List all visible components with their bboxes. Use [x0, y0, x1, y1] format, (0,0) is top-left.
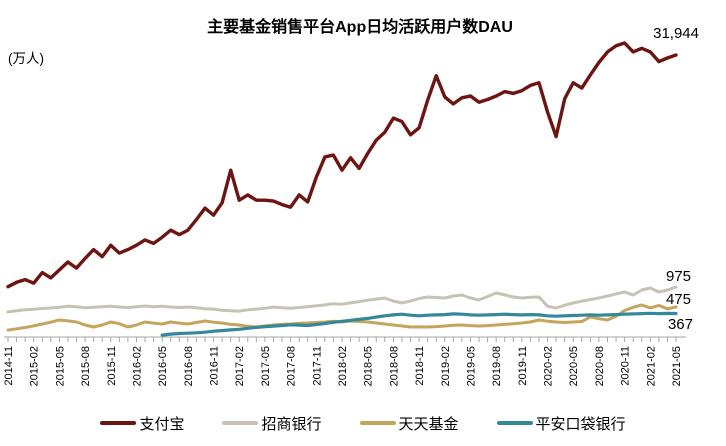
legend-label-cmb: 招商银行: [261, 415, 322, 433]
legend-line-swatch-cmb: [222, 421, 259, 425]
legend-item-ttfund: 天天基金: [359, 413, 459, 434]
x-tick-label: 2018-11: [414, 346, 426, 386]
x-tick-label: 2015-11: [106, 346, 118, 386]
legend-item-pingan: 平安口袋银行: [496, 413, 626, 434]
legend-line-swatch-alipay: [100, 421, 137, 425]
series-line-alipay: [6, 41, 678, 289]
legend-item-cmb: 招商银行: [222, 413, 322, 434]
x-tick-label: 2021-05: [671, 346, 683, 386]
x-tick-label: 2019-05: [465, 346, 477, 386]
data-label-pingan: 367: [668, 316, 693, 333]
legend-line-swatch-pingan: [496, 421, 533, 425]
x-tick-label: 2016-08: [183, 346, 195, 386]
chart-title: 主要基金销售平台App日均活跃用户数DAU: [207, 17, 513, 36]
x-tick-label: 2020-05: [568, 346, 580, 386]
x-tick-label: 2017-05: [260, 346, 272, 386]
data-label-cmb: 975: [666, 268, 691, 285]
x-tick-label: 2020-11: [620, 346, 632, 386]
x-tick-label: 2020-08: [594, 346, 606, 386]
data-label-ttfund: 475: [666, 291, 691, 308]
x-tick-label: 2016-05: [157, 346, 169, 386]
series-line-cmb: [6, 285, 678, 314]
legend-line-swatch-ttfund: [359, 421, 396, 425]
x-tick-label: 2015-02: [29, 346, 41, 386]
chart-legend: 支付宝 招商银行 天天基金 平安口袋银行: [0, 408, 726, 438]
x-tick-label: 2020-02: [543, 346, 555, 386]
x-tick-label: 2019-08: [491, 346, 503, 386]
series-line-pingan: [160, 311, 678, 337]
y-axis-unit-label: (万人): [8, 51, 44, 66]
legend-label-ttfund: 天天基金: [398, 415, 459, 433]
x-tick-label: 2017-08: [286, 346, 298, 386]
series-line-ttfund: [6, 303, 678, 332]
x-tick-label: 2019-02: [440, 346, 452, 386]
x-tick-label: 2016-02: [131, 346, 143, 386]
x-tick-label: 2017-02: [234, 346, 246, 386]
x-tick-label: 2014-11: [3, 346, 15, 386]
legend-label-alipay: 支付宝: [139, 415, 185, 433]
x-tick-label: 2015-08: [80, 346, 92, 386]
x-tick-label: 2019-11: [517, 346, 529, 386]
x-tick-label: 2016-11: [209, 346, 221, 386]
x-tick-label: 2018-02: [337, 346, 349, 386]
x-tick-label: 2021-02: [645, 346, 657, 386]
x-tick-label: 2015-05: [54, 346, 66, 386]
x-tick-label: 2018-08: [388, 346, 400, 386]
x-tick-label: 2017-11: [311, 346, 323, 386]
x-tick-label: 2018-05: [363, 346, 375, 386]
legend-item-alipay: 支付宝: [100, 413, 184, 434]
plot-area: 2014-11 2015-02 2015-05 2015-08 2015-11 2016-…: [3, 41, 686, 386]
data-label-alipay: 31,944: [653, 25, 699, 42]
legend-label-pingan: 平安口袋银行: [535, 415, 626, 433]
